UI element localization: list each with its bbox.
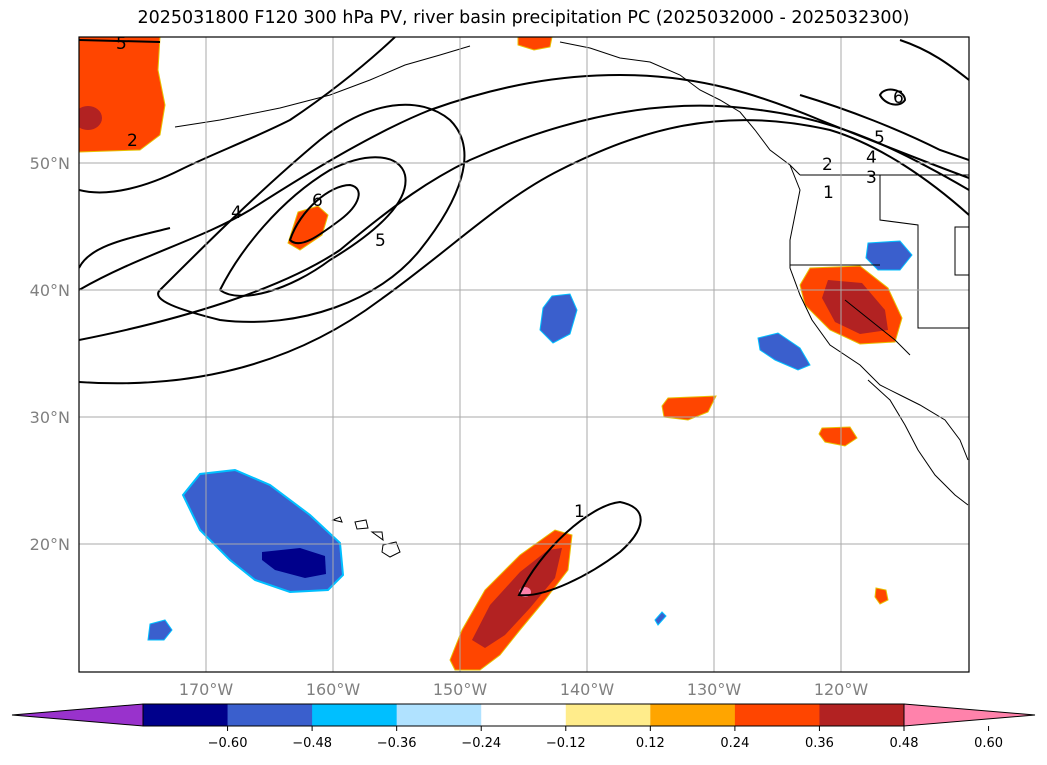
map-frame [78, 36, 970, 673]
colorbar-tick-label: 0.24 [720, 736, 749, 751]
colorbar-segment [481, 704, 567, 726]
contour-label: 1 [574, 502, 585, 522]
colorbar-tick-label: 0.48 [890, 736, 919, 751]
lon-label: 150°W [433, 680, 488, 699]
shade-california-strong [822, 280, 888, 334]
colorbar-tick-label: 0.60 [974, 736, 1003, 751]
contour-label: 4 [866, 148, 877, 168]
lat-label: 20°N [30, 535, 70, 554]
shade-blue-nevada [865, 240, 913, 271]
longitude-labels: 170°W 160°W 150°W 140°W 130°W 120°W [179, 680, 869, 699]
contour-label: 5 [874, 128, 885, 148]
colorbar-tick-label: −0.36 [377, 736, 417, 751]
contour-label: 4 [231, 203, 242, 223]
colorbar-segment [312, 704, 398, 726]
colorbar-segment [734, 704, 820, 726]
colorbar-extend-high [903, 703, 1036, 727]
colorbar-tick-label: −0.60 [208, 736, 248, 751]
shade-blue-smallsw [147, 619, 173, 641]
precip-shading [79, 37, 913, 671]
contour-label: 2 [127, 131, 138, 151]
gridlines [79, 37, 969, 672]
contour-label: 5 [116, 34, 127, 54]
shade-blue-40n [539, 293, 578, 344]
colorbar-segment [143, 704, 229, 726]
colorbar-outline [142, 703, 905, 727]
shade-top-patch [517, 37, 553, 51]
hawaii-islands [331, 516, 401, 558]
map-title: 2025031800 F120 300 hPa PV, river basin … [137, 8, 910, 28]
contour-label: 3 [866, 168, 877, 188]
shade-red-mex [874, 587, 889, 605]
colorbar-extend-low [11, 703, 144, 727]
colorbar-segment [565, 704, 651, 726]
lon-label: 160°W [306, 680, 361, 699]
shade-nw-strong [79, 106, 102, 130]
contour-label: 1 [823, 183, 834, 203]
pv-contours [79, 37, 969, 597]
colorbar-tick-label: 0.12 [636, 736, 665, 751]
colorbar-segment [396, 704, 482, 726]
colorbar-segment [227, 704, 313, 726]
lat-label: 50°N [30, 154, 70, 173]
colorbar-segment [819, 704, 905, 726]
colorbar-segment [650, 704, 736, 726]
shade-darkblue-hawaii [262, 548, 326, 578]
contour-label: 6 [312, 191, 323, 211]
colorbar: −0.60 −0.48 −0.36 −0.24 −0.12 0.12 0.24 0.36 0.4… [11, 703, 1036, 751]
contour-label: 6 [893, 88, 904, 108]
coastlines [174, 41, 969, 506]
shade-red-band-strong [472, 548, 562, 648]
shade-blue-tiny [654, 611, 667, 626]
shade-red-baja [818, 426, 858, 447]
colorbar-tick-label: −0.24 [461, 736, 501, 751]
latitude-labels: 50°N 40°N 30°N 20°N [30, 154, 70, 554]
shade-nw-positive [79, 37, 166, 153]
colorbar-tick-label: −0.48 [292, 736, 332, 751]
lat-label: 40°N [30, 281, 70, 300]
contour-label: 5 [375, 231, 386, 251]
lat-label: 30°N [30, 408, 70, 427]
lon-label: 140°W [560, 680, 615, 699]
lon-label: 130°W [687, 680, 742, 699]
contour-label: 2 [822, 155, 833, 175]
colorbar-tick-label: −0.12 [546, 736, 586, 751]
shade-red-30n [661, 395, 717, 421]
contour-label-group: 5 2 4 6 5 1 2 4 3 5 6 1 [116, 34, 904, 522]
shade-blue-socal [757, 332, 811, 371]
lon-label: 170°W [179, 680, 234, 699]
shade-midpac-patch [287, 205, 329, 251]
colorbar-tick-label: 0.36 [805, 736, 834, 751]
lon-label: 120°W [814, 680, 869, 699]
